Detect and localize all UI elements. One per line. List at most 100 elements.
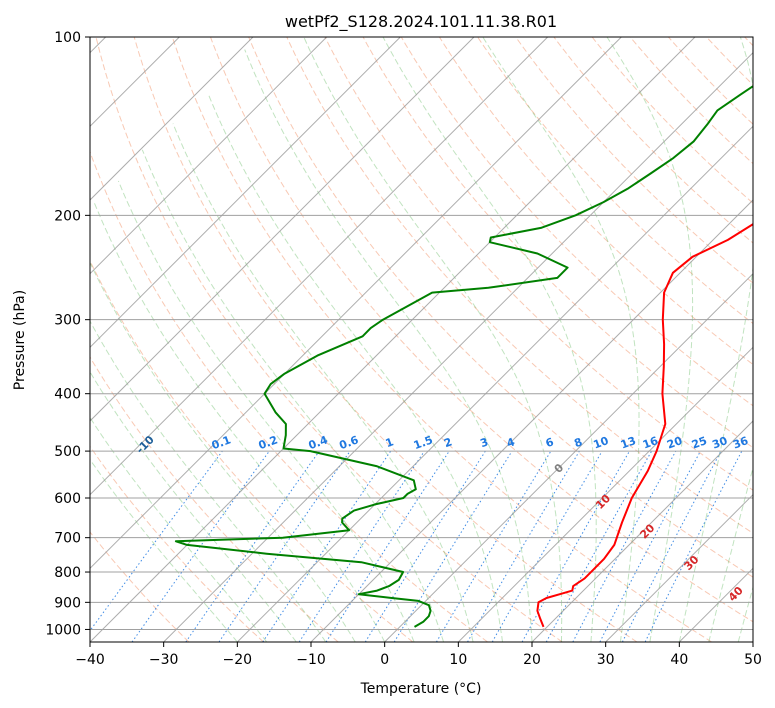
dry-adiabat (629, 37, 753, 165)
mixing-ratio-line (325, 450, 450, 642)
mixing-ratio-line (90, 450, 223, 632)
mixing-ratio-line (572, 450, 677, 642)
mixing-ratio-label: 13 (619, 434, 638, 451)
isotherm (310, 199, 753, 642)
x-tick-label: −10 (296, 652, 326, 668)
mixing-ratio-line (262, 450, 392, 642)
isotherm (90, 37, 328, 275)
y-tick-label: 800 (54, 565, 81, 581)
chart-title: wetPf2_S128.2024.101.11.38.R01 (285, 12, 557, 32)
mixing-ratio-line (218, 450, 351, 642)
x-tick-label: −20 (223, 652, 253, 668)
y-tick-label: 100 (54, 30, 81, 46)
moist-adiabat (172, 123, 474, 642)
y-tick-label: 1000 (45, 622, 81, 638)
dry-adiabat (477, 37, 753, 325)
dry-adiabat (248, 37, 753, 578)
grid-layer (90, 37, 753, 642)
x-tick-label: 40 (670, 652, 688, 668)
dry-adiabat (286, 37, 753, 534)
plot-frame (89, 36, 754, 643)
mixing-ratio-line (185, 450, 320, 642)
mixing-ratio-line (521, 450, 630, 642)
moist-adiabat (117, 180, 415, 642)
mixing-ratio-line (393, 450, 513, 642)
dry-adiabat (90, 259, 414, 642)
mixing-ratio-label: 1 (384, 435, 396, 450)
mixing-ratio-line (545, 450, 653, 642)
y-tick-label: 200 (54, 208, 81, 224)
mixing-ratio-label: 16 (641, 434, 660, 452)
y-tick-label: 400 (54, 387, 81, 403)
dry-adiabat (90, 150, 488, 642)
temperature-profile (536, 222, 753, 628)
mixing-ratio-line (298, 450, 425, 642)
mixing-ratio-label: 0.1 (210, 433, 233, 452)
moist-adiabat (90, 261, 356, 642)
mixing-ratio-label: 8 (572, 435, 584, 450)
isotherm (90, 37, 475, 422)
x-axis: −40 −30 −20 −10 0 10 20 30 40 50 (75, 642, 762, 668)
moist-adiabat (482, 37, 640, 642)
mixing-ratio-label: 36 (731, 434, 750, 452)
dry-adiabat (438, 37, 753, 366)
mixing-ratio-label: 2 (442, 435, 454, 450)
mixing-ratio-label: 1.5 (412, 433, 435, 452)
isotherm (90, 37, 401, 349)
isotherm (457, 346, 753, 642)
mixing-ratio-line (131, 450, 270, 642)
mixing-ratio-label: 0.6 (338, 433, 361, 452)
y-tick-label: 300 (54, 313, 81, 329)
x-axis-title: Temperature (°C) (360, 681, 482, 697)
y-axis-title: Pressure (hPa) (12, 290, 28, 390)
dry-adiabat (210, 37, 753, 623)
isotherm (90, 37, 622, 570)
x-tick-label: 0 (380, 652, 389, 668)
mixing-ratio-label: 3 (478, 435, 490, 450)
x-tick-label: 20 (523, 652, 541, 668)
isotherm (163, 51, 753, 642)
mixing-ratio-line (644, 450, 743, 642)
dry-adiabat (133, 37, 638, 642)
moist-adiabat (244, 49, 533, 642)
y-tick-label: 700 (54, 531, 81, 547)
isotherm (236, 125, 753, 642)
dewpoint-profile (174, 84, 753, 628)
y-tick-label: 500 (54, 444, 81, 460)
x-tick-label: 50 (744, 652, 762, 668)
isotherm (531, 420, 753, 642)
mixing-ratio-label: 10 (592, 434, 611, 452)
moist-adiabat (90, 320, 327, 642)
y-tick-label: 900 (54, 595, 81, 611)
isotherm (384, 272, 753, 642)
mixing-ratio-label: 25 (690, 434, 709, 451)
mixing-ratio-label: 20 (665, 434, 684, 452)
moist-adiabat (93, 201, 386, 642)
x-tick-label: 10 (449, 652, 467, 668)
isotherm (90, 37, 254, 201)
x-tick-label: 30 (597, 652, 615, 668)
moist-adiabat (606, 37, 694, 642)
mixing-ratio-label: 30 (710, 434, 729, 452)
mixing-ratio-label: 6 (544, 435, 556, 450)
isotherm (605, 493, 753, 642)
moist-adiabat (303, 37, 563, 642)
moist-adiabat (90, 458, 238, 642)
x-tick-label: −30 (149, 652, 179, 668)
dry-adiabat (324, 37, 753, 491)
mixing-ratio-label: 0.2 (257, 433, 280, 452)
dry-adiabat (90, 531, 190, 642)
dry-adiabat (591, 37, 753, 204)
mixing-ratio-label: 0.4 (307, 433, 330, 452)
series-layer (174, 84, 753, 628)
x-tick-label: −40 (75, 652, 105, 668)
y-axis: 1000 900 800 700 600 500 400 300 200 100 (45, 30, 90, 638)
moist-adiabat (90, 370, 297, 642)
dry-adiabat (515, 37, 753, 284)
dry-adiabat (400, 37, 753, 407)
dry-adiabat (553, 37, 753, 244)
isotherm (90, 37, 549, 496)
dry-adiabat (95, 37, 563, 642)
